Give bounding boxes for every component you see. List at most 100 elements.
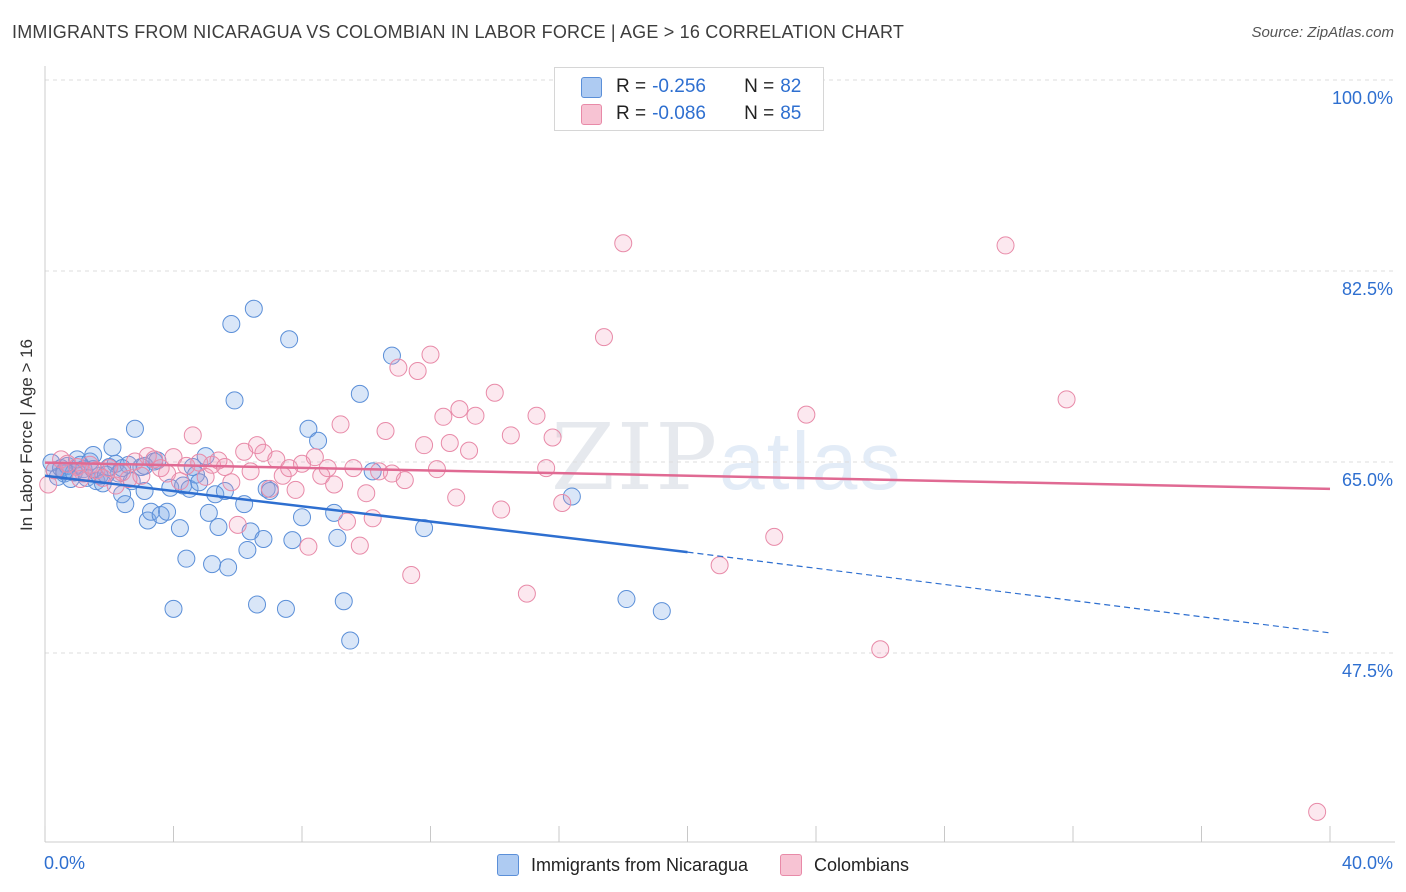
data-point: [389, 358, 408, 377]
data-point: [170, 472, 189, 491]
data-point: [299, 537, 318, 556]
trend-line-colombians: [44, 461, 1331, 491]
legend-swatch-nicaragua: [496, 854, 519, 876]
data-point: [1057, 390, 1076, 409]
y-tick-label: 82.5%: [1342, 279, 1393, 299]
legend-item-nicaragua[interactable]: Immigrants from Nicaragua: [496, 854, 748, 876]
legend-r-label: R =: [616, 76, 647, 97]
legend-series: Immigrants from Nicaragua Colombians: [0, 852, 1406, 878]
trend-line-nicaragua-dashed: [687, 551, 1331, 634]
data-point: [241, 462, 260, 481]
data-point: [276, 599, 295, 618]
data-point: [562, 487, 581, 506]
data-point: [203, 555, 222, 574]
data-point: [305, 448, 324, 467]
data-point: [334, 592, 353, 611]
data-point: [103, 438, 122, 457]
data-point: [328, 528, 347, 547]
data-point: [501, 426, 520, 445]
source-label: Source: ZipAtlas.com: [1251, 24, 1394, 41]
legend-r-label: R =: [616, 103, 647, 124]
legend-swatch-colombians: [581, 103, 602, 125]
legend-n-value: 85: [780, 103, 802, 124]
legend-n-label: N =: [744, 103, 775, 124]
data-point: [170, 519, 189, 538]
data-point: [408, 361, 427, 380]
legend-r-value: -0.086: [652, 103, 706, 124]
data-point: [402, 566, 421, 585]
data-point: [363, 462, 382, 481]
data-point: [421, 345, 440, 364]
data-point: [254, 530, 273, 549]
data-point: [492, 500, 511, 519]
data-point: [325, 475, 344, 494]
data-point: [553, 494, 572, 513]
data-point: [132, 466, 151, 485]
legend-n-label: N =: [744, 76, 775, 97]
chart-title: IMMIGRANTS FROM NICARAGUA VS COLOMBIAN I…: [12, 22, 905, 42]
data-point: [363, 509, 382, 528]
x-tick-label: 40.0%: [1342, 853, 1393, 873]
legend-stats-row-nicaragua: R = -0.256 N = 82: [581, 75, 801, 99]
data-point: [485, 383, 504, 402]
trend-line-nicaragua: [44, 474, 688, 554]
data-point: [299, 419, 318, 438]
data-point: [238, 540, 257, 559]
data-point: [222, 315, 241, 334]
data-point: [209, 518, 228, 537]
data-point: [142, 502, 161, 521]
data-point: [350, 536, 369, 555]
data-point: [331, 415, 350, 434]
data-point: [177, 549, 196, 568]
data-point: [309, 431, 328, 450]
data-point: [280, 330, 299, 349]
data-point: [652, 602, 671, 621]
legend-n-value: 82: [780, 76, 802, 97]
data-point: [222, 473, 241, 492]
y-tick-label: 47.5%: [1342, 661, 1393, 681]
legend-stats-row-colombians: R = -0.086 N = 85: [581, 102, 801, 126]
data-point: [517, 584, 536, 603]
data-point: [447, 488, 466, 507]
y-tick-label: 100.0%: [1332, 88, 1393, 108]
data-point: [125, 419, 144, 438]
data-point: [199, 503, 218, 522]
legend-r-value: -0.256: [652, 76, 706, 97]
data-point: [440, 433, 459, 452]
data-point: [594, 328, 613, 347]
legend-label-colombians: Colombians: [814, 854, 910, 875]
data-point: [543, 428, 562, 447]
data-point: [395, 471, 414, 490]
data-point: [871, 640, 890, 659]
data-point: [209, 451, 228, 470]
data-point: [219, 558, 238, 577]
x-tick-label: 0.0%: [44, 853, 85, 873]
data-point: [415, 436, 434, 455]
data-point: [797, 405, 816, 424]
data-point: [158, 502, 177, 521]
legend-swatch-nicaragua: [581, 76, 602, 98]
data-point: [996, 236, 1015, 255]
data-point: [710, 556, 729, 575]
data-point: [466, 406, 485, 425]
legend-stats: R = -0.256 N = 82 R = -0.086 N = 85: [554, 67, 824, 131]
data-point: [434, 407, 453, 426]
data-point: [228, 515, 247, 534]
data-point: [341, 631, 360, 650]
data-point: [135, 482, 154, 501]
data-point: [244, 299, 263, 318]
legend-item-colombians[interactable]: Colombians: [780, 854, 909, 876]
data-point: [350, 384, 369, 403]
data-point: [376, 421, 395, 440]
data-point: [116, 495, 135, 514]
data-point: [617, 590, 636, 609]
data-point: [1308, 802, 1327, 821]
data-point: [450, 400, 469, 419]
data-point: [225, 391, 244, 410]
data-point: [164, 599, 183, 618]
data-point: [260, 479, 279, 498]
data-point: [527, 406, 546, 425]
data-point: [283, 531, 302, 550]
data-point: [183, 426, 202, 445]
